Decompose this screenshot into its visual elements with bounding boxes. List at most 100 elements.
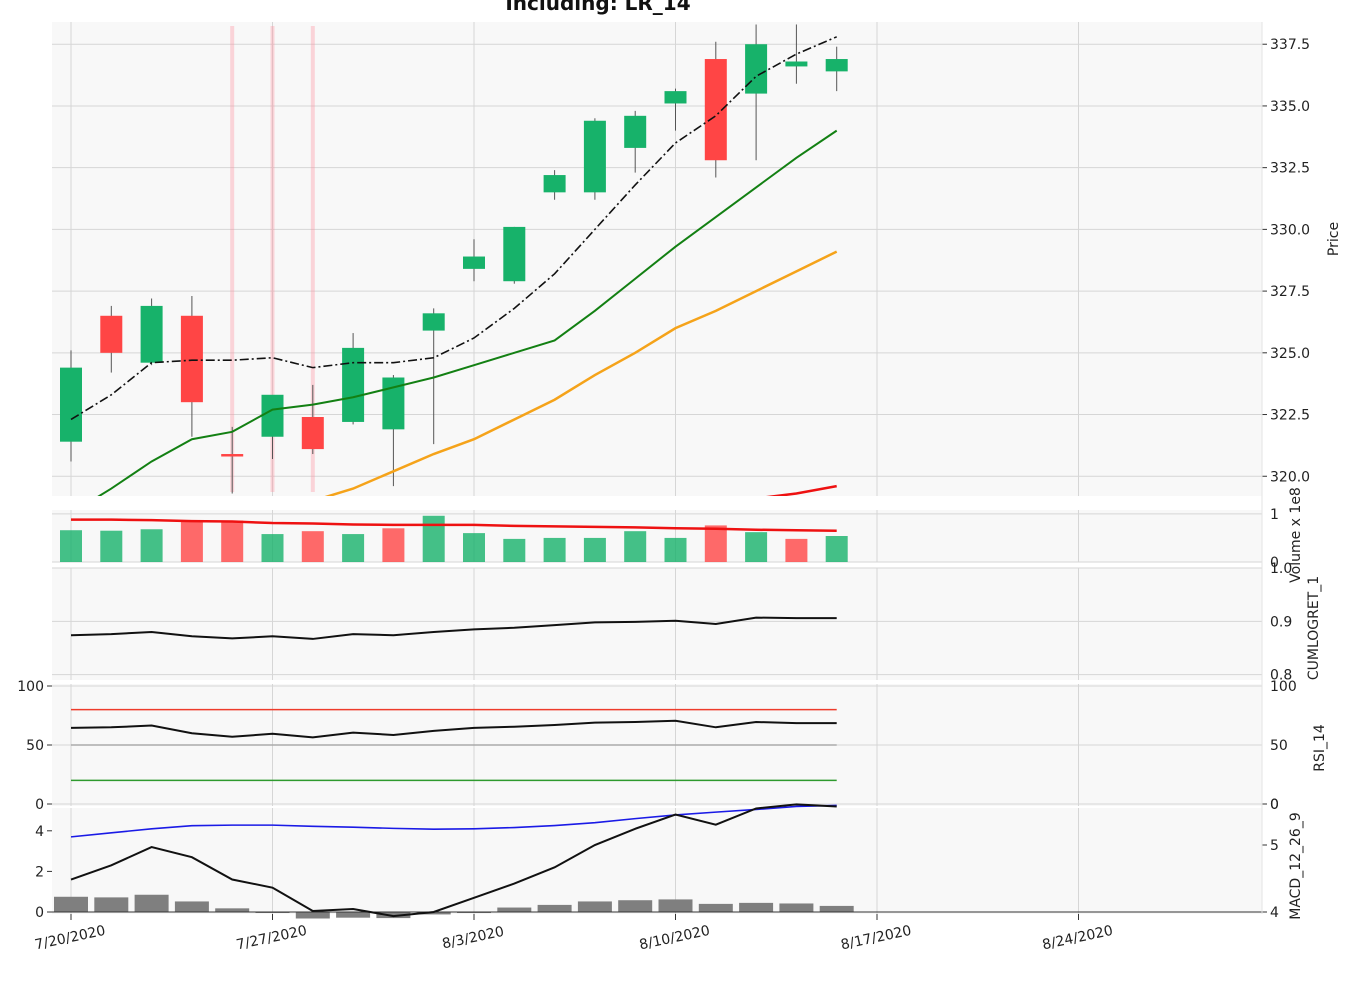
x-tick-label: 8/24/2020 — [1041, 923, 1115, 954]
volume-bar — [543, 537, 566, 562]
volume-bar — [503, 538, 526, 562]
x-tick-label: 7/20/2020 — [33, 923, 107, 954]
price-tick-label: 332.5 — [1270, 161, 1310, 177]
macd-hist-bar — [779, 903, 814, 912]
volume-bar — [583, 537, 606, 562]
macd-tick-label-right: 0 — [1270, 797, 1279, 813]
macd-axis-label: MACD_12_26_9 — [1288, 812, 1304, 920]
volume-bar — [463, 533, 485, 562]
volume-bar — [60, 530, 82, 562]
macd-hist-bar — [54, 896, 88, 912]
macd-tick-label-left: 2 — [35, 864, 44, 880]
sma-mid-line — [97, 129, 838, 496]
macd-hist-bar — [174, 901, 209, 912]
macd-tick-label-right: 5 — [1270, 838, 1279, 854]
cumlogret-line — [70, 616, 837, 640]
candle-body — [342, 347, 365, 422]
candle-body — [422, 313, 445, 331]
highlight-band — [310, 26, 315, 492]
chart-title: Including: LR_14 — [505, 0, 690, 15]
candle-body — [60, 367, 82, 442]
macd-tick-label-right: 4 — [1270, 905, 1279, 921]
macd-hist-bar — [295, 912, 330, 919]
panel-background-cum — [52, 568, 1262, 680]
macd-hist-bar — [577, 901, 612, 912]
volume-bar — [342, 534, 365, 562]
rsi-tick-label-left: 50 — [26, 738, 44, 754]
candle-body — [785, 61, 808, 67]
volume-ma-line — [71, 518, 837, 532]
rsi-axis-label: RSI_14 — [1312, 724, 1328, 772]
price-tick-label: 337.5 — [1270, 37, 1310, 53]
volume-tick-label: 1 — [1270, 507, 1279, 523]
rsi-tick-label-left: 0 — [35, 797, 44, 813]
candle-body — [140, 305, 163, 363]
volume-bar — [180, 520, 203, 562]
macd-tick-label-left: 4 — [35, 824, 44, 840]
rsi-tick-label-right: 0 — [1270, 797, 1279, 813]
cumlogret-axis-label: CUMLOGRET_1 — [1306, 576, 1322, 680]
macd-hist-bar — [698, 903, 733, 912]
price-tick-label: 330.0 — [1270, 222, 1310, 238]
panel-background-price — [52, 22, 1262, 496]
price-tick-label: 327.5 — [1270, 284, 1310, 300]
macd-hist-bar — [819, 905, 854, 912]
x-tick-label: 7/27/2020 — [235, 923, 309, 954]
volume-bar — [301, 531, 324, 562]
candle-body — [624, 115, 647, 148]
price-plot-area — [60, 24, 848, 496]
volume-bar — [704, 525, 727, 562]
volume-bar — [422, 515, 445, 562]
macd-hist-bar — [618, 900, 653, 912]
x-tick-label: 8/3/2020 — [441, 924, 506, 953]
rsi-line — [70, 719, 837, 739]
highlight-band — [270, 26, 275, 492]
candle-body — [503, 226, 526, 282]
candle-body — [382, 377, 405, 430]
price-tick-label: 322.5 — [1270, 408, 1310, 424]
candle-body — [301, 417, 324, 450]
sma-fast-line — [70, 36, 838, 421]
macd-hist-bar — [94, 897, 129, 912]
volume-bar — [221, 520, 244, 562]
macd-hist-bar — [658, 899, 693, 912]
candle-body — [221, 454, 244, 457]
price-tick-label: 325.0 — [1270, 346, 1310, 362]
candle-body — [543, 175, 566, 193]
candle-body — [261, 394, 284, 437]
cumlogret-tick-label: 0.8 — [1270, 668, 1292, 684]
volume-bar — [825, 536, 848, 562]
macd-tick-label-left: 0 — [35, 905, 44, 921]
candle-body — [664, 91, 687, 104]
candle-body — [704, 59, 727, 161]
volume-bar — [664, 537, 687, 562]
candle-body — [180, 315, 203, 403]
volume-bar — [624, 531, 647, 562]
price-tick-label: 320.0 — [1270, 469, 1310, 485]
price-tick-label: 335.0 — [1270, 99, 1310, 115]
rsi-tick-label-left: 100 — [17, 679, 44, 695]
volume-bar — [785, 538, 808, 562]
macd-hist-bar — [497, 907, 532, 912]
candle-body — [100, 315, 123, 353]
price-axis-label: Price — [1326, 222, 1342, 256]
volume-bar — [382, 528, 405, 562]
sma-slow-line — [324, 250, 838, 496]
volume-tick-label: 0 — [1270, 555, 1279, 571]
panel-background-macd — [52, 808, 1262, 914]
candle-body — [825, 59, 848, 72]
macd-signal-line — [70, 804, 837, 838]
volume-bar — [261, 534, 284, 562]
rsi-tick-label-right: 100 — [1270, 679, 1297, 695]
macd-hist-bar — [739, 902, 774, 912]
rsi-tick-label-right: 50 — [1270, 738, 1288, 754]
macd-hist-bar — [134, 894, 169, 912]
highlight-band — [230, 26, 235, 492]
volume-bar — [100, 530, 123, 562]
macd-hist-bar — [537, 904, 572, 912]
cumlogret-tick-label: 0.9 — [1270, 614, 1292, 630]
candle-body — [745, 44, 768, 94]
macd-hist-bar — [457, 912, 491, 914]
